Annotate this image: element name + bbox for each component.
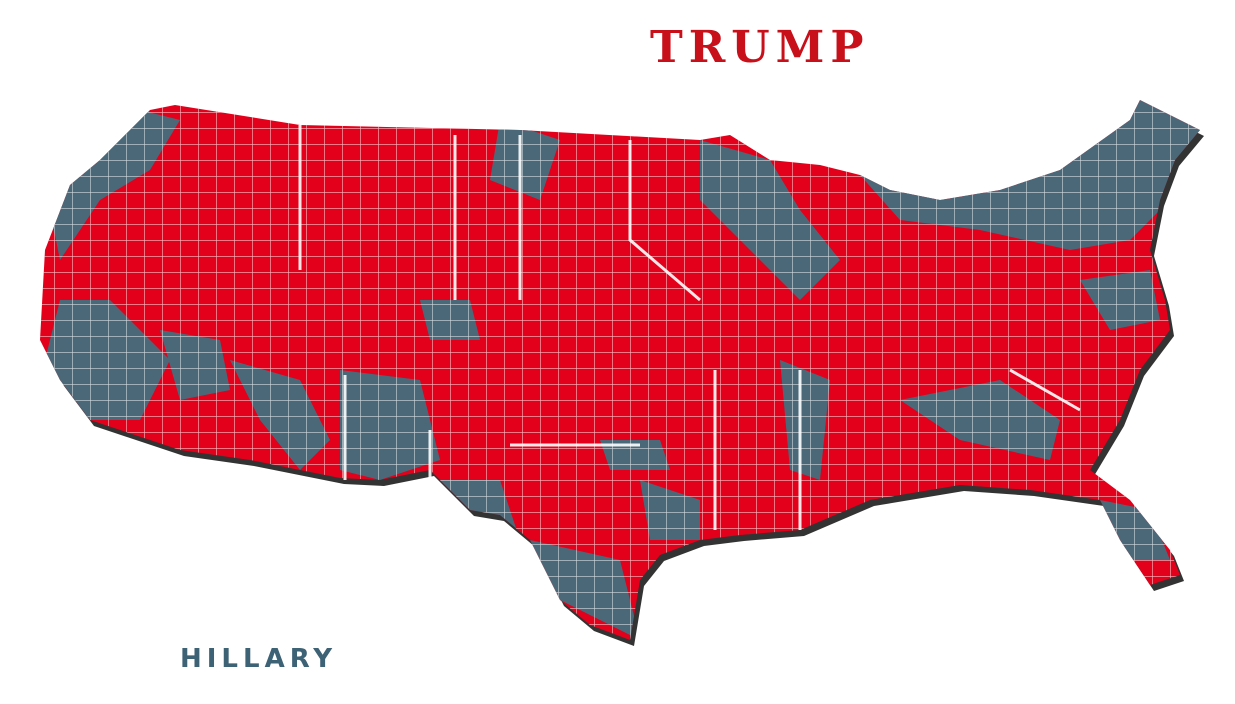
trump-label: TRUMP	[650, 22, 870, 73]
hillary-label: HILLARY	[180, 644, 338, 674]
state-lines	[298, 125, 1081, 540]
